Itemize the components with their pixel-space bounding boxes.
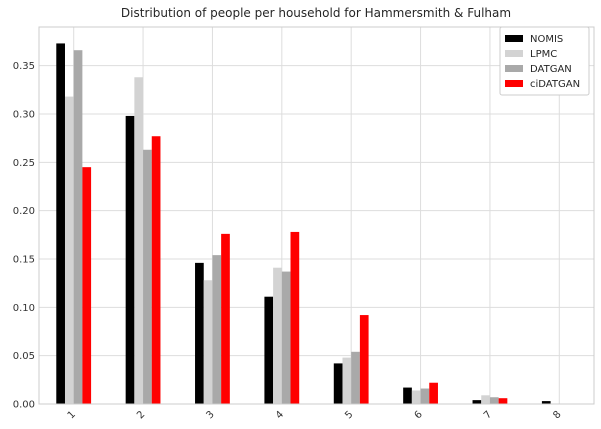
- bar-cidatgan-7: [498, 398, 508, 404]
- bar-lpmc-3: [203, 280, 213, 404]
- bar-lpmc-1: [64, 96, 74, 404]
- x-tick-label: 7: [482, 409, 494, 421]
- x-tick-label: 8: [551, 409, 563, 421]
- x-tick-label: 4: [274, 409, 286, 421]
- x-tick-label: 3: [205, 409, 217, 421]
- chart-title: Distribution of people per household for…: [121, 6, 511, 20]
- legend: NOMIS LPMC DATGAN ciDATGAN: [499, 26, 590, 96]
- bar-cidatgan-6: [429, 382, 438, 404]
- bar-datgan-6: [420, 388, 430, 404]
- bar-lpmc-4: [273, 267, 282, 404]
- bar-datgan-1: [73, 50, 83, 404]
- bar-nomis-1: [56, 43, 65, 404]
- legend-swatch-datgan: [505, 65, 523, 72]
- bar-lpmc-7: [481, 395, 490, 404]
- y-tick-label: 0.05: [13, 351, 35, 362]
- bar-nomis-7: [472, 400, 482, 404]
- bar-cidatgan-5: [359, 315, 369, 404]
- legend-box: [499, 26, 590, 96]
- legend-swatch-lpmc: [505, 50, 523, 57]
- y-tick-label: 0.15: [13, 255, 35, 266]
- bar-lpmc-5: [342, 357, 352, 404]
- plot-frame: [38, 26, 595, 405]
- legend-label-cidatgan: ciDATGAN: [530, 79, 580, 90]
- y-tick-label: 0.25: [13, 158, 35, 169]
- y-tick-label: 0.30: [13, 110, 35, 121]
- bar-nomis-2: [125, 115, 135, 404]
- x-tick-label: 2: [135, 409, 147, 421]
- bar-nomis-4: [264, 296, 274, 404]
- y-tick-label: 0.10: [13, 303, 35, 314]
- legend-swatch-nomis: [505, 35, 523, 42]
- y-tick-label: 0.35: [13, 61, 35, 72]
- bar-cidatgan-3: [221, 233, 230, 404]
- x-tick-label: 1: [66, 409, 78, 421]
- bar-datgan-4: [281, 271, 291, 404]
- bars: [56, 43, 551, 405]
- bar-datgan-3: [212, 255, 222, 404]
- legend-label-datgan: DATGAN: [530, 64, 572, 75]
- y-tick-label: 0.20: [13, 206, 35, 217]
- x-tick-label: 6: [413, 409, 425, 421]
- legend-swatch-cidatgan: [505, 80, 523, 87]
- bar-datgan-7: [489, 397, 499, 404]
- bar-cidatgan-4: [290, 231, 300, 404]
- y-axis-ticks: 0.00 0.05 0.10 0.15 0.20 0.25 0.30 0.35: [13, 61, 35, 410]
- bar-datgan-2: [143, 149, 152, 404]
- legend-label-nomis: NOMIS: [530, 34, 563, 45]
- bar-nomis-3: [195, 262, 204, 404]
- x-tick-label: 5: [343, 409, 355, 421]
- bar-datgan-5: [351, 351, 360, 404]
- bar-cidatgan-1: [82, 167, 92, 404]
- bar-cidatgan-2: [151, 136, 161, 404]
- bar-nomis-6: [403, 387, 412, 404]
- bar-lpmc-2: [134, 77, 144, 405]
- bar-lpmc-6: [411, 390, 421, 404]
- y-tick-label: 0.00: [13, 400, 35, 411]
- bar-nomis-5: [333, 363, 343, 404]
- legend-label-lpmc: LPMC: [530, 49, 557, 60]
- x-axis-ticks: 1 2 3 4 5 6 7 8: [66, 409, 564, 421]
- bar-nomis-8: [541, 401, 551, 404]
